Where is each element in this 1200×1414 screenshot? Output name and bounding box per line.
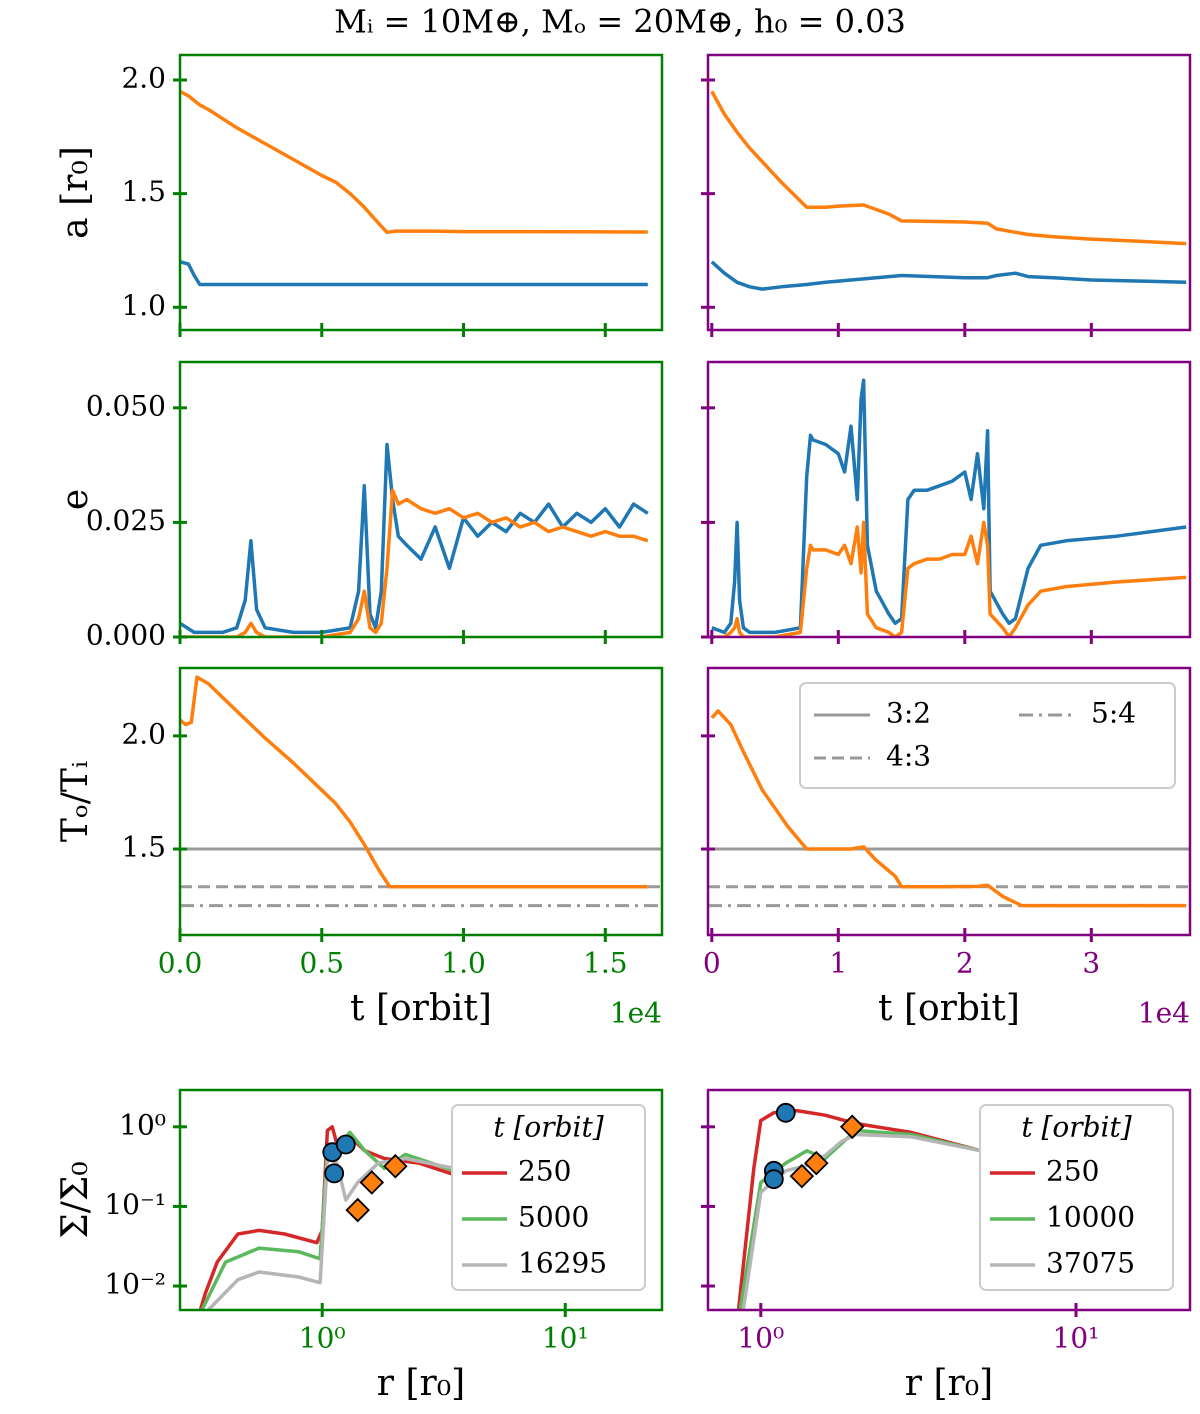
point-marker xyxy=(335,1134,356,1155)
plot-area xyxy=(180,675,662,908)
series-line xyxy=(736,1108,1007,1310)
y-tick-label: 1.0 xyxy=(121,289,166,322)
y-axis-label: Σ/Σ₀ xyxy=(55,1161,96,1238)
legend-title: t [orbit] xyxy=(1021,1111,1131,1144)
plot-area xyxy=(180,442,649,637)
y-axis-label: e xyxy=(55,489,96,510)
x-tick-label: 10¹ xyxy=(1053,1322,1100,1355)
x-tick-label: 10⁰ xyxy=(299,1322,346,1355)
x-axis-label: r [r₀] xyxy=(377,1363,465,1404)
axes-frame xyxy=(178,1088,664,1312)
legend-box xyxy=(979,1104,1174,1291)
legend-label: 10000 xyxy=(1046,1201,1135,1234)
point-marker xyxy=(345,1197,370,1223)
x-tick-label: 1 xyxy=(829,947,847,980)
x-tick-label: 10¹ xyxy=(542,1322,589,1355)
legend-label: 5000 xyxy=(518,1201,589,1234)
series-line xyxy=(741,1132,982,1310)
series-line xyxy=(180,675,648,889)
axes-frame xyxy=(706,53,1192,332)
series-line xyxy=(180,260,648,287)
x-tick-label: 1.0 xyxy=(441,947,486,980)
y-tick-label: 1.5 xyxy=(121,175,166,208)
point-marker xyxy=(383,1153,408,1179)
x-tick-label: 1.5 xyxy=(583,947,628,980)
series-line xyxy=(711,378,1187,635)
legend-box xyxy=(451,1104,646,1291)
figure-title: Mᵢ = 10M⊕, Mₒ = 20M⊕, h₀ = 0.03 xyxy=(334,3,906,41)
legend-label: 37075 xyxy=(1046,1247,1135,1280)
y-tick-label: 0.050 xyxy=(86,389,166,422)
x-tick-label: 0.5 xyxy=(299,947,344,980)
plot-area xyxy=(710,90,1187,291)
x-tick-label: 3 xyxy=(1082,947,1100,980)
x-axis-label: r [r₀] xyxy=(905,1363,993,1404)
axes-frame xyxy=(706,1088,1192,1312)
series-line xyxy=(180,488,649,637)
x-axis-label: t [orbit] xyxy=(878,988,1020,1029)
legend-label: 16295 xyxy=(518,1247,607,1280)
y-tick-label: 10⁻¹ xyxy=(104,1188,166,1221)
axis-offset: 1e4 xyxy=(610,997,662,1030)
point-marker xyxy=(324,1163,345,1184)
x-tick-label: 2 xyxy=(956,947,974,980)
series-line xyxy=(180,89,648,235)
legend-box xyxy=(799,682,1176,789)
legend-label: 4:3 xyxy=(886,740,931,773)
y-tick-label: 0.025 xyxy=(86,504,166,537)
legend-label: 3:2 xyxy=(886,697,931,730)
legend-label: 250 xyxy=(1046,1155,1099,1188)
x-axis-label: t [orbit] xyxy=(350,988,492,1029)
axes-frame xyxy=(178,360,664,639)
series-line xyxy=(180,442,649,635)
axis-offset: 1e4 xyxy=(1138,997,1190,1030)
y-axis-label: a [r₀] xyxy=(55,146,96,239)
x-tick-label: 0.0 xyxy=(158,947,203,980)
series-line xyxy=(710,709,1187,908)
y-tick-label: 2.0 xyxy=(121,62,166,95)
axes-frame xyxy=(178,53,664,332)
y-tick-label: 1.5 xyxy=(121,831,166,864)
y-axis-label: Tₒ/Tᵢ xyxy=(55,761,96,842)
legend-label: 250 xyxy=(518,1155,571,1188)
point-marker xyxy=(804,1150,829,1176)
plot-area xyxy=(180,89,648,287)
point-marker xyxy=(839,1114,865,1140)
legend-label: 5:4 xyxy=(1091,697,1136,730)
point-marker xyxy=(359,1170,385,1195)
y-tick-label: 2.0 xyxy=(121,717,166,750)
y-tick-label: 10⁰ xyxy=(119,1108,166,1141)
series-line xyxy=(738,1128,982,1310)
x-tick-label: 10⁰ xyxy=(737,1322,784,1355)
axes-frame xyxy=(706,666,1192,937)
y-tick-label: 0.000 xyxy=(86,619,166,652)
series-line xyxy=(711,520,1187,637)
plot-area xyxy=(708,709,1190,908)
plot-area xyxy=(711,378,1187,637)
plot-area xyxy=(736,1108,1007,1310)
point-marker xyxy=(789,1163,815,1189)
point-marker xyxy=(775,1102,796,1123)
y-tick-label: 10⁻² xyxy=(104,1268,166,1301)
point-marker xyxy=(763,1169,784,1190)
series-line xyxy=(710,260,1187,291)
legend-title: t [orbit] xyxy=(493,1111,603,1144)
series-line xyxy=(710,90,1187,246)
axes-frame xyxy=(178,666,664,937)
x-tick-label: 0 xyxy=(703,947,721,980)
axes-frame xyxy=(706,360,1192,639)
